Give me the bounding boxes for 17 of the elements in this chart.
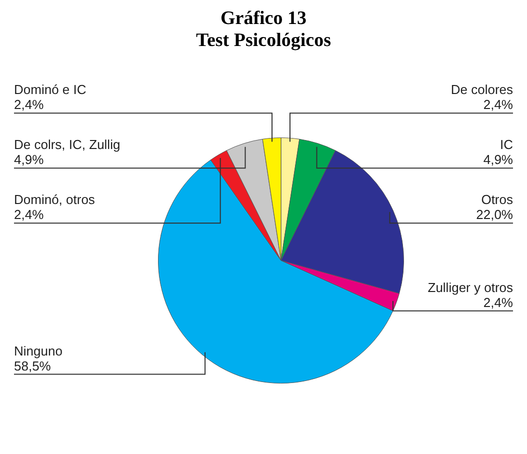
slice-label: Otros (481, 192, 514, 208)
data-label: 2,4% (483, 97, 514, 112)
slice-label: IC (500, 137, 513, 152)
data-label: 2,4% (483, 294, 514, 310)
slice-label: Dominó e IC (14, 82, 86, 98)
slice-label: De colores (450, 82, 514, 98)
data-label: 2,4% (14, 207, 44, 222)
slice-label: Zulliger y otros (428, 280, 514, 295)
slice-label: Ninguno (14, 343, 62, 358)
data-label: 22,0% (476, 207, 514, 222)
data-label: 2,4% (14, 97, 44, 112)
data-label: 4,9% (483, 152, 514, 168)
data-label: 4,9% (14, 152, 44, 168)
slice-label: Dominó, otros (14, 192, 96, 208)
data-label: 58,5% (14, 358, 52, 374)
chart-title: Gráfico 13 Test Psicológicos (195, 8, 332, 52)
slice-label: De colrs, IC, Zullig (14, 137, 120, 152)
